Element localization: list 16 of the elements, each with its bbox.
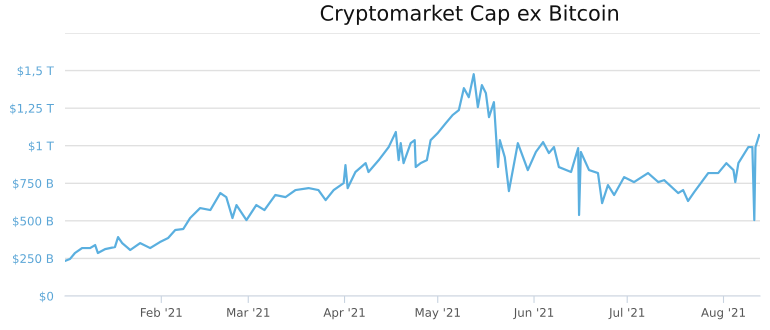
x-tick-label: Feb '21 [140, 308, 182, 317]
y-tick-label: $250 B [12, 254, 54, 265]
line-series [65, 73, 760, 262]
x-tick-label: Mar '21 [227, 308, 270, 317]
y-tick-label: $1,5 T [18, 66, 54, 77]
y-tick-label: $500 B [12, 216, 54, 228]
y-tick-label: $750 B [12, 178, 54, 190]
x-tick-label: May '21 [416, 308, 460, 320]
chart-title: Cryptomarket Cap ex Bitcoin [320, 4, 618, 25]
x-tick-label: Aug '21 [701, 308, 745, 320]
y-tick-label: $0 [40, 292, 54, 302]
y-tick-label: $1 T [28, 141, 54, 152]
x-tick-label: Jul '21 [608, 308, 644, 320]
x-tick-label: Jun '21 [513, 308, 554, 320]
x-tick-label: Apr '21 [323, 308, 365, 320]
y-tick-label: $1,25 T [10, 104, 54, 114]
